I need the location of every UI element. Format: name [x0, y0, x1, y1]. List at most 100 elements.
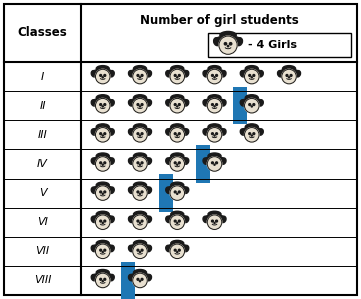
Circle shape [95, 157, 110, 171]
Circle shape [288, 77, 290, 78]
Ellipse shape [168, 186, 187, 190]
Ellipse shape [96, 182, 109, 188]
Ellipse shape [146, 100, 152, 106]
Circle shape [100, 278, 102, 280]
Ellipse shape [221, 100, 226, 106]
Ellipse shape [131, 128, 149, 132]
Ellipse shape [146, 245, 152, 252]
Ellipse shape [91, 274, 96, 281]
Circle shape [178, 249, 180, 251]
Circle shape [214, 164, 215, 165]
Ellipse shape [168, 244, 187, 248]
Circle shape [139, 164, 140, 165]
Circle shape [137, 74, 139, 76]
Circle shape [102, 222, 103, 223]
Ellipse shape [109, 71, 114, 77]
Circle shape [249, 104, 251, 106]
Circle shape [139, 222, 140, 223]
Circle shape [100, 104, 102, 106]
Circle shape [104, 74, 106, 76]
Circle shape [137, 191, 139, 193]
Circle shape [95, 244, 110, 259]
Text: I: I [41, 71, 44, 82]
Ellipse shape [166, 245, 171, 252]
Ellipse shape [166, 100, 171, 106]
Circle shape [139, 251, 140, 253]
Circle shape [230, 43, 232, 45]
Circle shape [207, 98, 222, 113]
Ellipse shape [93, 157, 112, 161]
Ellipse shape [93, 69, 112, 74]
Ellipse shape [203, 71, 208, 77]
Ellipse shape [208, 65, 221, 72]
Circle shape [133, 186, 147, 200]
Circle shape [174, 74, 176, 76]
Circle shape [137, 249, 139, 251]
Circle shape [104, 162, 106, 164]
Ellipse shape [208, 153, 221, 159]
Circle shape [139, 281, 140, 282]
Circle shape [216, 104, 217, 106]
Ellipse shape [93, 98, 112, 103]
Ellipse shape [146, 71, 152, 77]
Ellipse shape [240, 71, 245, 77]
Ellipse shape [168, 128, 187, 132]
Circle shape [253, 74, 255, 76]
Ellipse shape [208, 124, 221, 130]
Ellipse shape [183, 187, 189, 193]
Circle shape [95, 128, 110, 142]
Ellipse shape [168, 69, 187, 74]
Circle shape [100, 220, 102, 222]
Ellipse shape [168, 215, 187, 219]
Ellipse shape [171, 211, 184, 217]
Circle shape [174, 220, 176, 222]
Ellipse shape [134, 269, 147, 276]
Ellipse shape [245, 124, 258, 130]
Circle shape [249, 133, 251, 135]
Circle shape [212, 74, 213, 76]
Circle shape [174, 162, 176, 164]
Circle shape [133, 98, 147, 113]
Ellipse shape [216, 36, 240, 41]
Circle shape [282, 69, 296, 84]
Circle shape [216, 133, 217, 135]
Ellipse shape [146, 216, 152, 222]
Ellipse shape [134, 95, 147, 101]
Ellipse shape [109, 158, 114, 164]
Ellipse shape [183, 216, 189, 222]
Ellipse shape [131, 186, 149, 190]
Ellipse shape [171, 95, 184, 101]
Bar [233, 87, 247, 124]
Ellipse shape [171, 124, 184, 130]
Circle shape [227, 45, 229, 47]
Ellipse shape [93, 273, 112, 277]
Ellipse shape [91, 71, 96, 77]
Ellipse shape [203, 100, 208, 106]
Ellipse shape [129, 274, 134, 281]
Circle shape [100, 162, 102, 164]
Circle shape [133, 215, 147, 229]
Ellipse shape [221, 216, 226, 222]
Circle shape [178, 104, 180, 106]
Ellipse shape [96, 240, 109, 246]
Ellipse shape [205, 98, 224, 103]
Ellipse shape [129, 187, 134, 193]
Ellipse shape [183, 245, 189, 252]
Ellipse shape [91, 216, 96, 222]
Ellipse shape [205, 215, 224, 219]
Ellipse shape [129, 216, 134, 222]
Ellipse shape [129, 245, 134, 252]
Circle shape [177, 164, 178, 165]
Circle shape [137, 133, 139, 135]
Text: V: V [39, 188, 46, 198]
Circle shape [141, 133, 143, 135]
Circle shape [141, 162, 143, 164]
Text: VI: VI [37, 217, 48, 227]
Ellipse shape [134, 124, 147, 130]
Circle shape [104, 104, 106, 106]
Circle shape [177, 222, 178, 223]
Circle shape [177, 135, 178, 136]
Ellipse shape [221, 71, 226, 77]
Circle shape [214, 135, 215, 136]
Circle shape [174, 249, 176, 251]
